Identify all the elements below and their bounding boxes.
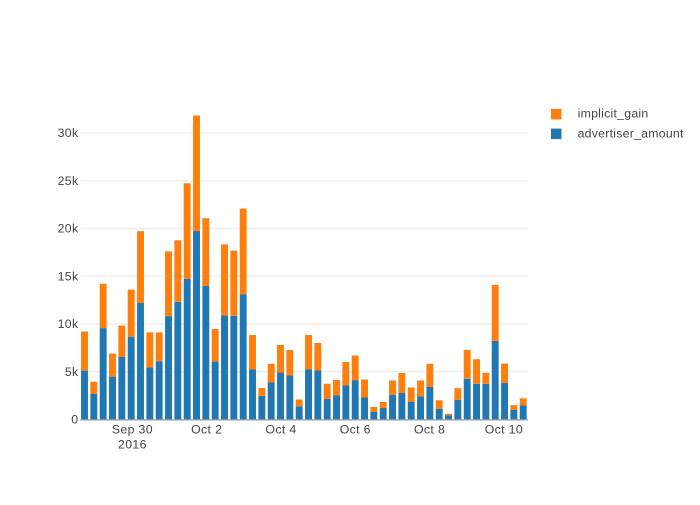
svg-text:Oct 10: Oct 10 (485, 423, 523, 437)
svg-text:Oct 2: Oct 2 (191, 423, 222, 437)
svg-text:2016: 2016 (118, 438, 147, 452)
svg-text:Oct 6: Oct 6 (340, 423, 371, 437)
svg-text:advertiser_amount: advertiser_amount (578, 126, 684, 140)
svg-text:implicit_gain: implicit_gain (578, 107, 649, 121)
svg-text:Sep 30: Sep 30 (112, 423, 153, 437)
svg-text:30k: 30k (58, 126, 79, 140)
svg-text:0: 0 (71, 413, 78, 427)
svg-text:Oct 4: Oct 4 (265, 423, 296, 437)
svg-text:15k: 15k (58, 269, 79, 283)
svg-text:20k: 20k (58, 222, 79, 236)
svg-text:10k: 10k (58, 317, 79, 331)
svg-text:5k: 5k (65, 365, 79, 379)
svg-text:Oct 8: Oct 8 (414, 423, 445, 437)
svg-text:25k: 25k (58, 174, 79, 188)
